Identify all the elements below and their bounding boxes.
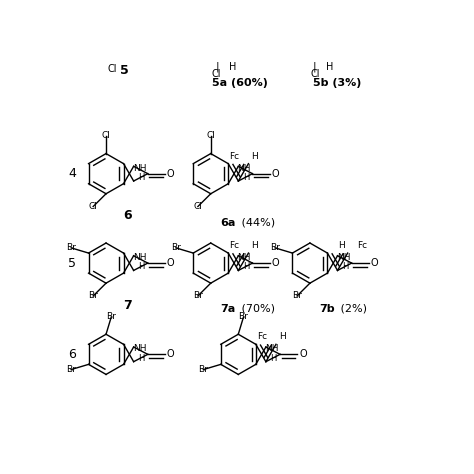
Text: O: O [272, 258, 279, 268]
Text: 6: 6 [123, 209, 131, 222]
Text: 7a: 7a [220, 304, 236, 314]
Text: Br: Br [238, 312, 248, 321]
Text: H: H [251, 241, 258, 250]
Text: 5: 5 [68, 256, 76, 270]
Text: |: | [215, 62, 219, 73]
Text: Cl: Cl [89, 202, 98, 211]
Text: (2%): (2%) [337, 304, 367, 314]
Text: Fc: Fc [357, 241, 367, 250]
Text: H: H [338, 241, 345, 250]
Text: O: O [272, 169, 279, 179]
Text: NH: NH [337, 253, 350, 262]
Text: Cl: Cl [193, 202, 202, 211]
Text: NH: NH [237, 253, 251, 262]
Text: O: O [167, 258, 174, 268]
Text: Fc: Fc [229, 241, 239, 250]
Text: H: H [138, 354, 145, 363]
Text: O: O [299, 349, 307, 359]
Text: O: O [371, 258, 378, 268]
Text: Br: Br [270, 243, 280, 252]
Text: Br: Br [66, 243, 76, 252]
Text: Br: Br [106, 312, 116, 321]
Text: H: H [138, 173, 145, 182]
Text: H: H [229, 62, 237, 72]
Text: Br: Br [66, 365, 76, 374]
Text: 6: 6 [68, 348, 76, 361]
Text: Cl: Cl [206, 131, 215, 140]
Text: 5b (3%): 5b (3%) [313, 78, 361, 88]
Text: Cl: Cl [311, 69, 320, 80]
Text: O: O [167, 169, 174, 179]
Text: NH: NH [237, 164, 251, 173]
Text: |: | [313, 62, 316, 73]
Text: Cl: Cl [107, 64, 117, 73]
Text: (70%): (70%) [238, 304, 275, 314]
Text: Br: Br [88, 292, 98, 301]
Text: H: H [243, 173, 249, 182]
Text: Br: Br [292, 292, 302, 301]
Text: H: H [138, 262, 145, 271]
Text: 7: 7 [123, 299, 132, 311]
Text: NH: NH [133, 164, 146, 173]
Text: NH: NH [133, 253, 146, 262]
Text: H: H [251, 152, 258, 161]
Text: H: H [279, 332, 286, 341]
Text: Fc: Fc [229, 152, 239, 161]
Text: Br: Br [193, 292, 203, 301]
Text: NH: NH [133, 344, 146, 353]
Text: 6a: 6a [220, 218, 236, 228]
Text: H: H [342, 262, 348, 271]
Text: H: H [326, 62, 334, 72]
Text: H: H [270, 354, 277, 363]
Text: 4: 4 [68, 167, 76, 180]
Text: NH: NH [265, 344, 279, 353]
Text: Cl: Cl [101, 131, 110, 140]
Text: Br: Br [171, 243, 181, 252]
Text: Br: Br [199, 365, 208, 374]
Text: 5a (60%): 5a (60%) [212, 78, 268, 88]
Text: Cl: Cl [212, 69, 221, 80]
Text: 5: 5 [120, 64, 128, 77]
Text: 7b: 7b [319, 304, 335, 314]
Text: O: O [167, 349, 174, 359]
Text: (44%): (44%) [238, 218, 275, 228]
Text: Fc: Fc [257, 332, 267, 341]
Text: H: H [243, 262, 249, 271]
